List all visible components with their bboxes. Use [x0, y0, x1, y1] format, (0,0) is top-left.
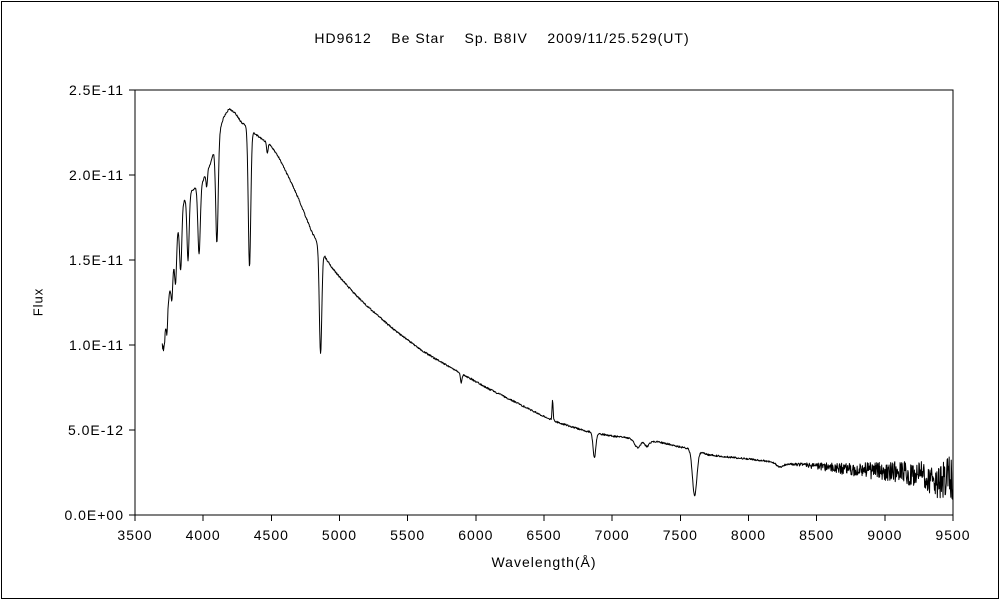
- x-tick-label: 4000: [186, 527, 221, 543]
- x-tick-label: 9500: [935, 527, 970, 543]
- x-tick-label: 8000: [731, 527, 766, 543]
- y-tick-label: 2.0E-11: [69, 167, 124, 183]
- y-tick-label: 1.5E-11: [69, 252, 124, 268]
- x-tick-label: 6500: [526, 527, 561, 543]
- x-tick-label: 8500: [799, 527, 834, 543]
- x-tick-label: 7000: [595, 527, 630, 543]
- x-tick-label: 7500: [663, 527, 698, 543]
- x-axis-title: Wavelength(Å): [491, 554, 597, 570]
- x-tick-label: 5000: [322, 527, 357, 543]
- x-tick-label: 6000: [458, 527, 493, 543]
- chart-title: HD9612 Be Star Sp. B8IV 2009/11/25.529(U…: [314, 30, 690, 46]
- y-tick-label: 1.0E-11: [69, 337, 124, 353]
- y-tick-label: 2.5E-11: [69, 82, 124, 98]
- x-tick-label: 3500: [117, 527, 152, 543]
- x-tick-label: 9000: [867, 527, 902, 543]
- x-tick-label: 5500: [390, 527, 425, 543]
- spectrum-line: [161, 108, 954, 500]
- x-tick-label: 4500: [254, 527, 289, 543]
- y-tick-label: 5.0E-12: [68, 422, 124, 438]
- y-tick-label: 0.0E+00: [64, 507, 124, 523]
- plot-frame: [134, 89, 954, 516]
